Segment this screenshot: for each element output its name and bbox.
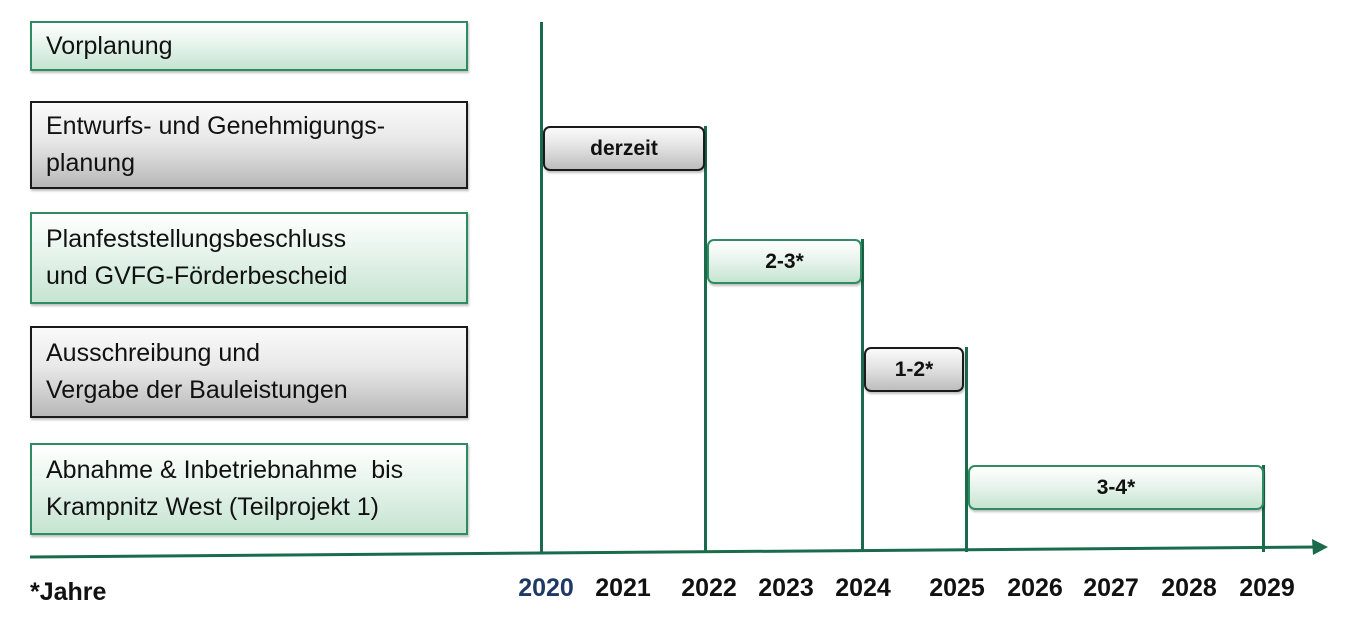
phase-label-line2: Vergabe der Bauleistungen xyxy=(46,376,348,404)
phase-label: Entwurfs- und Genehmigungs- xyxy=(46,112,386,140)
year-label: 2023 xyxy=(758,574,814,602)
milestone-line-2020 xyxy=(540,22,543,552)
phase-label-line2: Krampnitz West (Teilprojekt 1) xyxy=(46,493,379,521)
duration-entwurfsplanung: derzeit xyxy=(543,126,705,171)
phase-label-line2: planung xyxy=(46,149,135,177)
duration-ausschreibung: 1-2* xyxy=(864,347,964,392)
phase-label-line2: und GVFG-Förderbescheid xyxy=(46,262,348,290)
phase-ausschreibung: Ausschreibung und Vergabe der Bauleistun… xyxy=(30,326,468,418)
phase-vorplanung: Vorplanung xyxy=(30,21,468,71)
phase-label: Ausschreibung und xyxy=(46,339,261,367)
phase-label: Vorplanung xyxy=(46,31,173,60)
year-label: 2021 xyxy=(595,574,651,602)
axis-arrow-icon xyxy=(1312,539,1328,555)
milestone-line-2022 xyxy=(704,126,707,552)
year-label: 2020 xyxy=(518,574,574,602)
year-label: 2022 xyxy=(681,574,737,602)
phase-planfeststellung: Planfeststellungsbeschluss und GVFG-Förd… xyxy=(30,212,468,304)
duration-planfeststellung: 2-3* xyxy=(707,239,862,284)
year-label: 2026 xyxy=(1007,574,1063,602)
footnote-jahre: *Jahre xyxy=(30,578,107,606)
phase-entwurfsplanung: Entwurfs- und Genehmigungs- planung xyxy=(30,101,468,189)
year-label: 2025 xyxy=(929,574,985,602)
year-label: 2028 xyxy=(1161,574,1217,602)
milestone-line-2025 xyxy=(965,347,968,552)
phase-label: Abnahme & Inbetriebnahme bis xyxy=(46,456,404,484)
duration-abnahme: 3-4* xyxy=(968,465,1264,510)
year-label: 2027 xyxy=(1083,574,1139,602)
milestone-line-2029 xyxy=(1262,465,1265,552)
phase-label: Planfeststellungsbeschluss xyxy=(46,225,347,253)
year-label: 2029 xyxy=(1239,574,1295,602)
phase-abnahme: Abnahme & Inbetriebnahme bis Krampnitz W… xyxy=(30,443,468,535)
year-label: 2024 xyxy=(835,574,891,602)
milestone-line-2024 xyxy=(861,239,864,552)
